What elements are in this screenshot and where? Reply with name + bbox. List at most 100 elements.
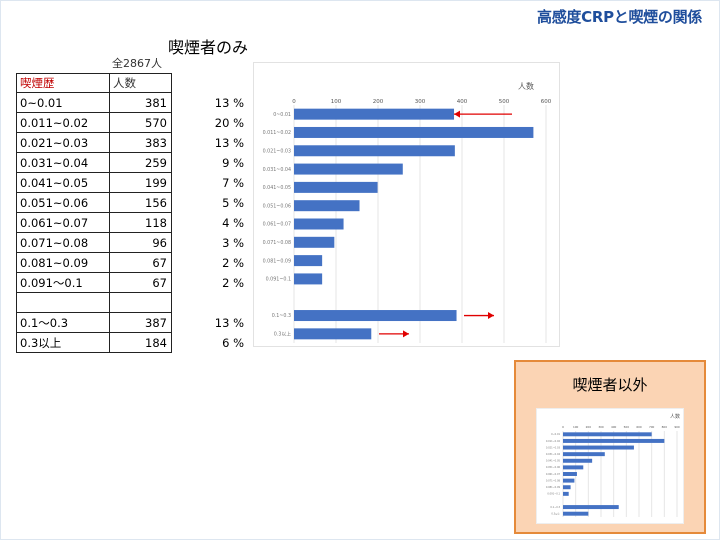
category-label: 0.1~0.3 (272, 313, 291, 319)
count-cell: 259 (109, 152, 172, 173)
bar (563, 485, 571, 490)
percentage-value (196, 293, 244, 313)
range-cell: 0.1～0.3 (16, 312, 110, 333)
category-label: 0.051~0.06 (546, 466, 561, 469)
x-tick-label: 300 (598, 425, 604, 429)
category-label: 0~0.01 (273, 112, 291, 118)
table-row: 0.091～0.1 67 (16, 272, 172, 293)
bar (563, 511, 589, 516)
non-smokers-bar-chart-svg: 0 100 200 300 400 500 600 700 800 900 人数 0~0.01 0.01… (546, 413, 680, 517)
category-label: 0.031~0.04 (546, 453, 561, 456)
count-cell: 387 (109, 312, 172, 333)
x-tick-label: 800 (662, 425, 668, 429)
non-smokers-bar-chart: 0 100 200 300 400 500 600 700 800 900 人数 0~0.01 0.01… (536, 408, 684, 524)
bar (563, 491, 569, 496)
x-tick-label: 400 (611, 425, 617, 429)
bar (294, 310, 457, 322)
smoking-history-table: 喫煙歴 人数 0~0.01 381 0.011~0.02 570 0.021~0.03 3… (16, 73, 172, 353)
category-label: 0.081~0.09 (263, 258, 291, 264)
range-cell: 0.061~0.07 (16, 212, 110, 233)
category-label: 0.011~0.02 (263, 130, 291, 136)
percentage-value: 4 % (222, 216, 244, 230)
percentage-value: 6 % (222, 336, 244, 350)
bar (563, 432, 652, 437)
table-header-row: 喫煙歴 人数 (16, 73, 172, 93)
category-label: 0.031~0.04 (263, 167, 291, 173)
count-cell: 156 (109, 192, 172, 213)
count-cell: 184 (109, 332, 172, 353)
bar (563, 505, 619, 510)
percentage-value: 13 % (214, 96, 244, 110)
table-row: 0.061~0.07 118 (16, 212, 172, 233)
table-row: 0.031~0.04 259 (16, 152, 172, 173)
bar (563, 445, 634, 450)
category-label: 0.091~0.1 (266, 277, 291, 283)
percentage-value: 3 % (222, 236, 244, 250)
x-tick-label: 0 (562, 425, 564, 429)
percentage-column: 13 % 20 % 13 % 9 % 7 % 5 % 4 % 3 % 2 % 2 % 13 % 6 % (196, 93, 244, 353)
range-cell: 0~0.01 (16, 92, 110, 113)
table-row: 0.081~0.09 67 (16, 252, 172, 273)
category-label: 0.3以上 (551, 512, 560, 516)
percentage-value: 2 % (222, 256, 244, 270)
total-count-label: 全2867人 (112, 57, 162, 70)
count-cell: 199 (109, 172, 172, 193)
bar (294, 108, 455, 120)
bar (294, 218, 344, 230)
percentage-value: 13 % (214, 136, 244, 150)
range-cell: 0.071~0.08 (16, 232, 110, 253)
slide-title: 高感度CRPと喫煙の関係 (537, 8, 702, 26)
bar (294, 126, 534, 138)
smokers-bar-chart-svg: 0 100 200 300 400 500 600 人数 0~0.01 0.011~0.02 0.0… (263, 81, 552, 343)
range-cell: 0.021~0.03 (16, 132, 110, 153)
range-cell: 0.3以上 (16, 332, 110, 353)
percentage-value: 2 % (222, 276, 244, 290)
bar (563, 472, 577, 476)
bar (294, 200, 360, 212)
count-cell: 383 (109, 132, 172, 153)
header-smoking-history: 喫煙歴 (16, 73, 110, 93)
range-cell: 0.041~0.05 (16, 172, 110, 193)
category-label: 0.061~0.07 (546, 473, 561, 476)
category-label: 0.071~0.08 (546, 479, 561, 482)
category-label: 0.021~0.03 (263, 148, 291, 154)
table-row: 0.3以上 184 (16, 332, 172, 353)
series-label: 人数 (670, 413, 680, 420)
bar (563, 438, 665, 443)
count-cell: 381 (109, 92, 172, 113)
category-label: 0.011~0.02 (546, 440, 561, 443)
table-row: 0.1～0.3 387 (16, 312, 172, 333)
bar (294, 328, 372, 340)
range-cell (16, 292, 110, 313)
table-row: 0.041~0.05 199 (16, 172, 172, 193)
bar (294, 163, 403, 175)
header-count: 人数 (109, 73, 172, 93)
bar (563, 458, 593, 463)
category-label: 0.051~0.06 (263, 203, 291, 209)
x-tick-label: 400 (457, 99, 468, 105)
bar (294, 273, 323, 285)
annotation-arrow-head (403, 330, 409, 338)
category-label: 0.061~0.07 (263, 222, 291, 228)
range-cell: 0.081~0.09 (16, 252, 110, 273)
count-cell (109, 292, 172, 313)
x-tick-label: 500 (624, 425, 630, 429)
x-tick-label: 900 (674, 425, 680, 429)
category-label: 0~0.01 (551, 433, 560, 436)
table-row: 0.011~0.02 570 (16, 112, 172, 133)
category-label: 0.1~0.3 (550, 506, 560, 509)
table-row: 0.051~0.06 156 (16, 192, 172, 213)
x-tick-label: 300 (415, 99, 426, 105)
count-cell: 570 (109, 112, 172, 133)
category-label: 0.041~0.05 (263, 185, 291, 191)
x-tick-label: 700 (649, 425, 655, 429)
percentage-value: 20 % (214, 116, 244, 130)
range-cell: 0.091～0.1 (16, 272, 110, 293)
category-label: 0.3以上 (274, 331, 291, 338)
table-row: 0.071~0.08 96 (16, 232, 172, 253)
range-cell: 0.031~0.04 (16, 152, 110, 173)
category-label: 0.041~0.05 (546, 460, 561, 463)
x-tick-label: 600 (541, 99, 552, 105)
bar (294, 145, 455, 157)
non-smokers-panel: 喫煙者以外 0 100 200 300 400 500 600 700 800 900 人数 0~0.… (514, 360, 706, 534)
